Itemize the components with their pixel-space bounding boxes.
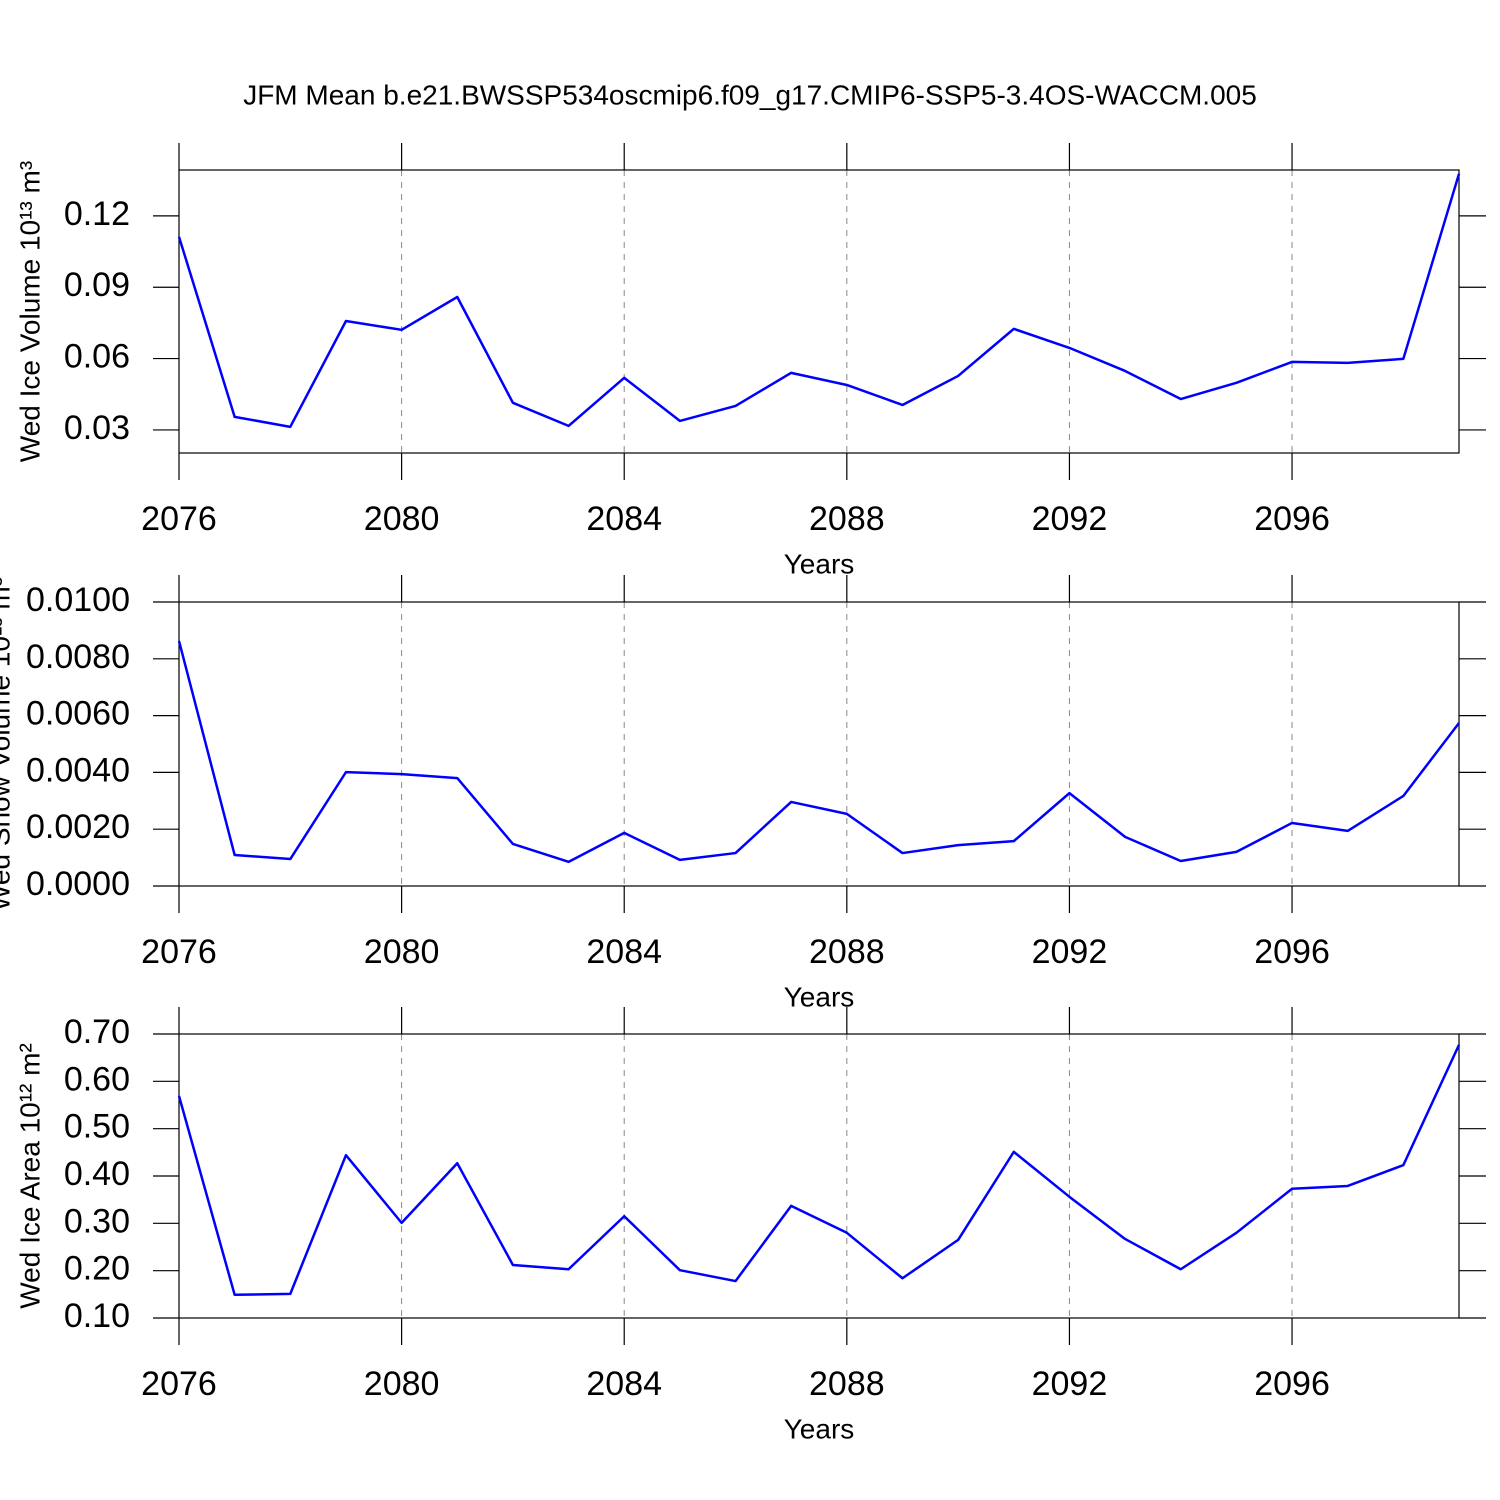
data-line [177,173,1461,429]
y-tick-label: 0.0000 [26,865,130,903]
figure-title: JFM Mean b.e21.BWSSP534oscmip6.f09_g17.C… [243,79,1257,110]
x-tick-label: 2096 [1254,500,1330,538]
y-tick-label: 0.06 [64,338,130,376]
y-tick-label: 0.12 [64,195,130,233]
y-tick-label: 0.0100 [26,581,130,619]
y-axis-label: Wed Snow Volume 10¹³ m³ [0,577,15,911]
x-axis-label: Years [784,548,855,579]
x-tick-label: 2096 [1254,933,1330,971]
x-tick-label: 2084 [586,1365,662,1403]
y-tick-label: 0.30 [64,1202,130,1240]
x-tick-label: 2080 [364,1365,440,1403]
y-tick-label: 0.50 [64,1108,130,1146]
x-tick-label: 2076 [141,933,217,971]
y-tick-label: 0.0040 [26,751,130,789]
x-tick-label: 2080 [364,500,440,538]
x-tick-label: 2076 [141,1365,217,1403]
y-tick-label: 0.0080 [26,638,130,676]
y-tick-label: 0.60 [64,1060,130,1098]
x-tick-label: 2084 [586,933,662,971]
y-axis-label: Wed Ice Volume 10¹³ m³ [14,161,45,462]
x-axis-label: Years [784,1413,855,1444]
x-tick-label: 2088 [809,500,885,538]
x-tick-label: 2092 [1032,500,1108,538]
y-axis-label: Wed Ice Area 10¹² m² [14,1043,45,1309]
x-tick-label: 2096 [1254,1365,1330,1403]
data-line [177,1044,1461,1297]
y-tick-label: 0.20 [64,1250,130,1288]
y-tick-label: 0.40 [64,1155,130,1193]
y-tick-label: 0.03 [64,409,130,447]
x-tick-label: 2076 [141,500,217,538]
y-tick-label: 0.09 [64,266,130,304]
data-line [177,640,1460,864]
plot-frame [178,1033,1460,1319]
x-tick-label: 2080 [364,933,440,971]
y-tick-label: 0.0060 [26,695,130,733]
x-tick-label: 2092 [1032,1365,1108,1403]
y-tick-label: 0.70 [64,1013,130,1051]
x-tick-label: 2088 [809,1365,885,1403]
x-tick-label: 2092 [1032,933,1108,971]
x-tick-label: 2084 [586,500,662,538]
x-tick-label: 2088 [809,933,885,971]
y-tick-label: 0.10 [64,1297,130,1335]
plot-frame [178,601,1460,887]
y-tick-label: 0.0020 [26,808,130,846]
plot-frame [178,169,1460,454]
x-axis-label: Years [784,981,855,1012]
